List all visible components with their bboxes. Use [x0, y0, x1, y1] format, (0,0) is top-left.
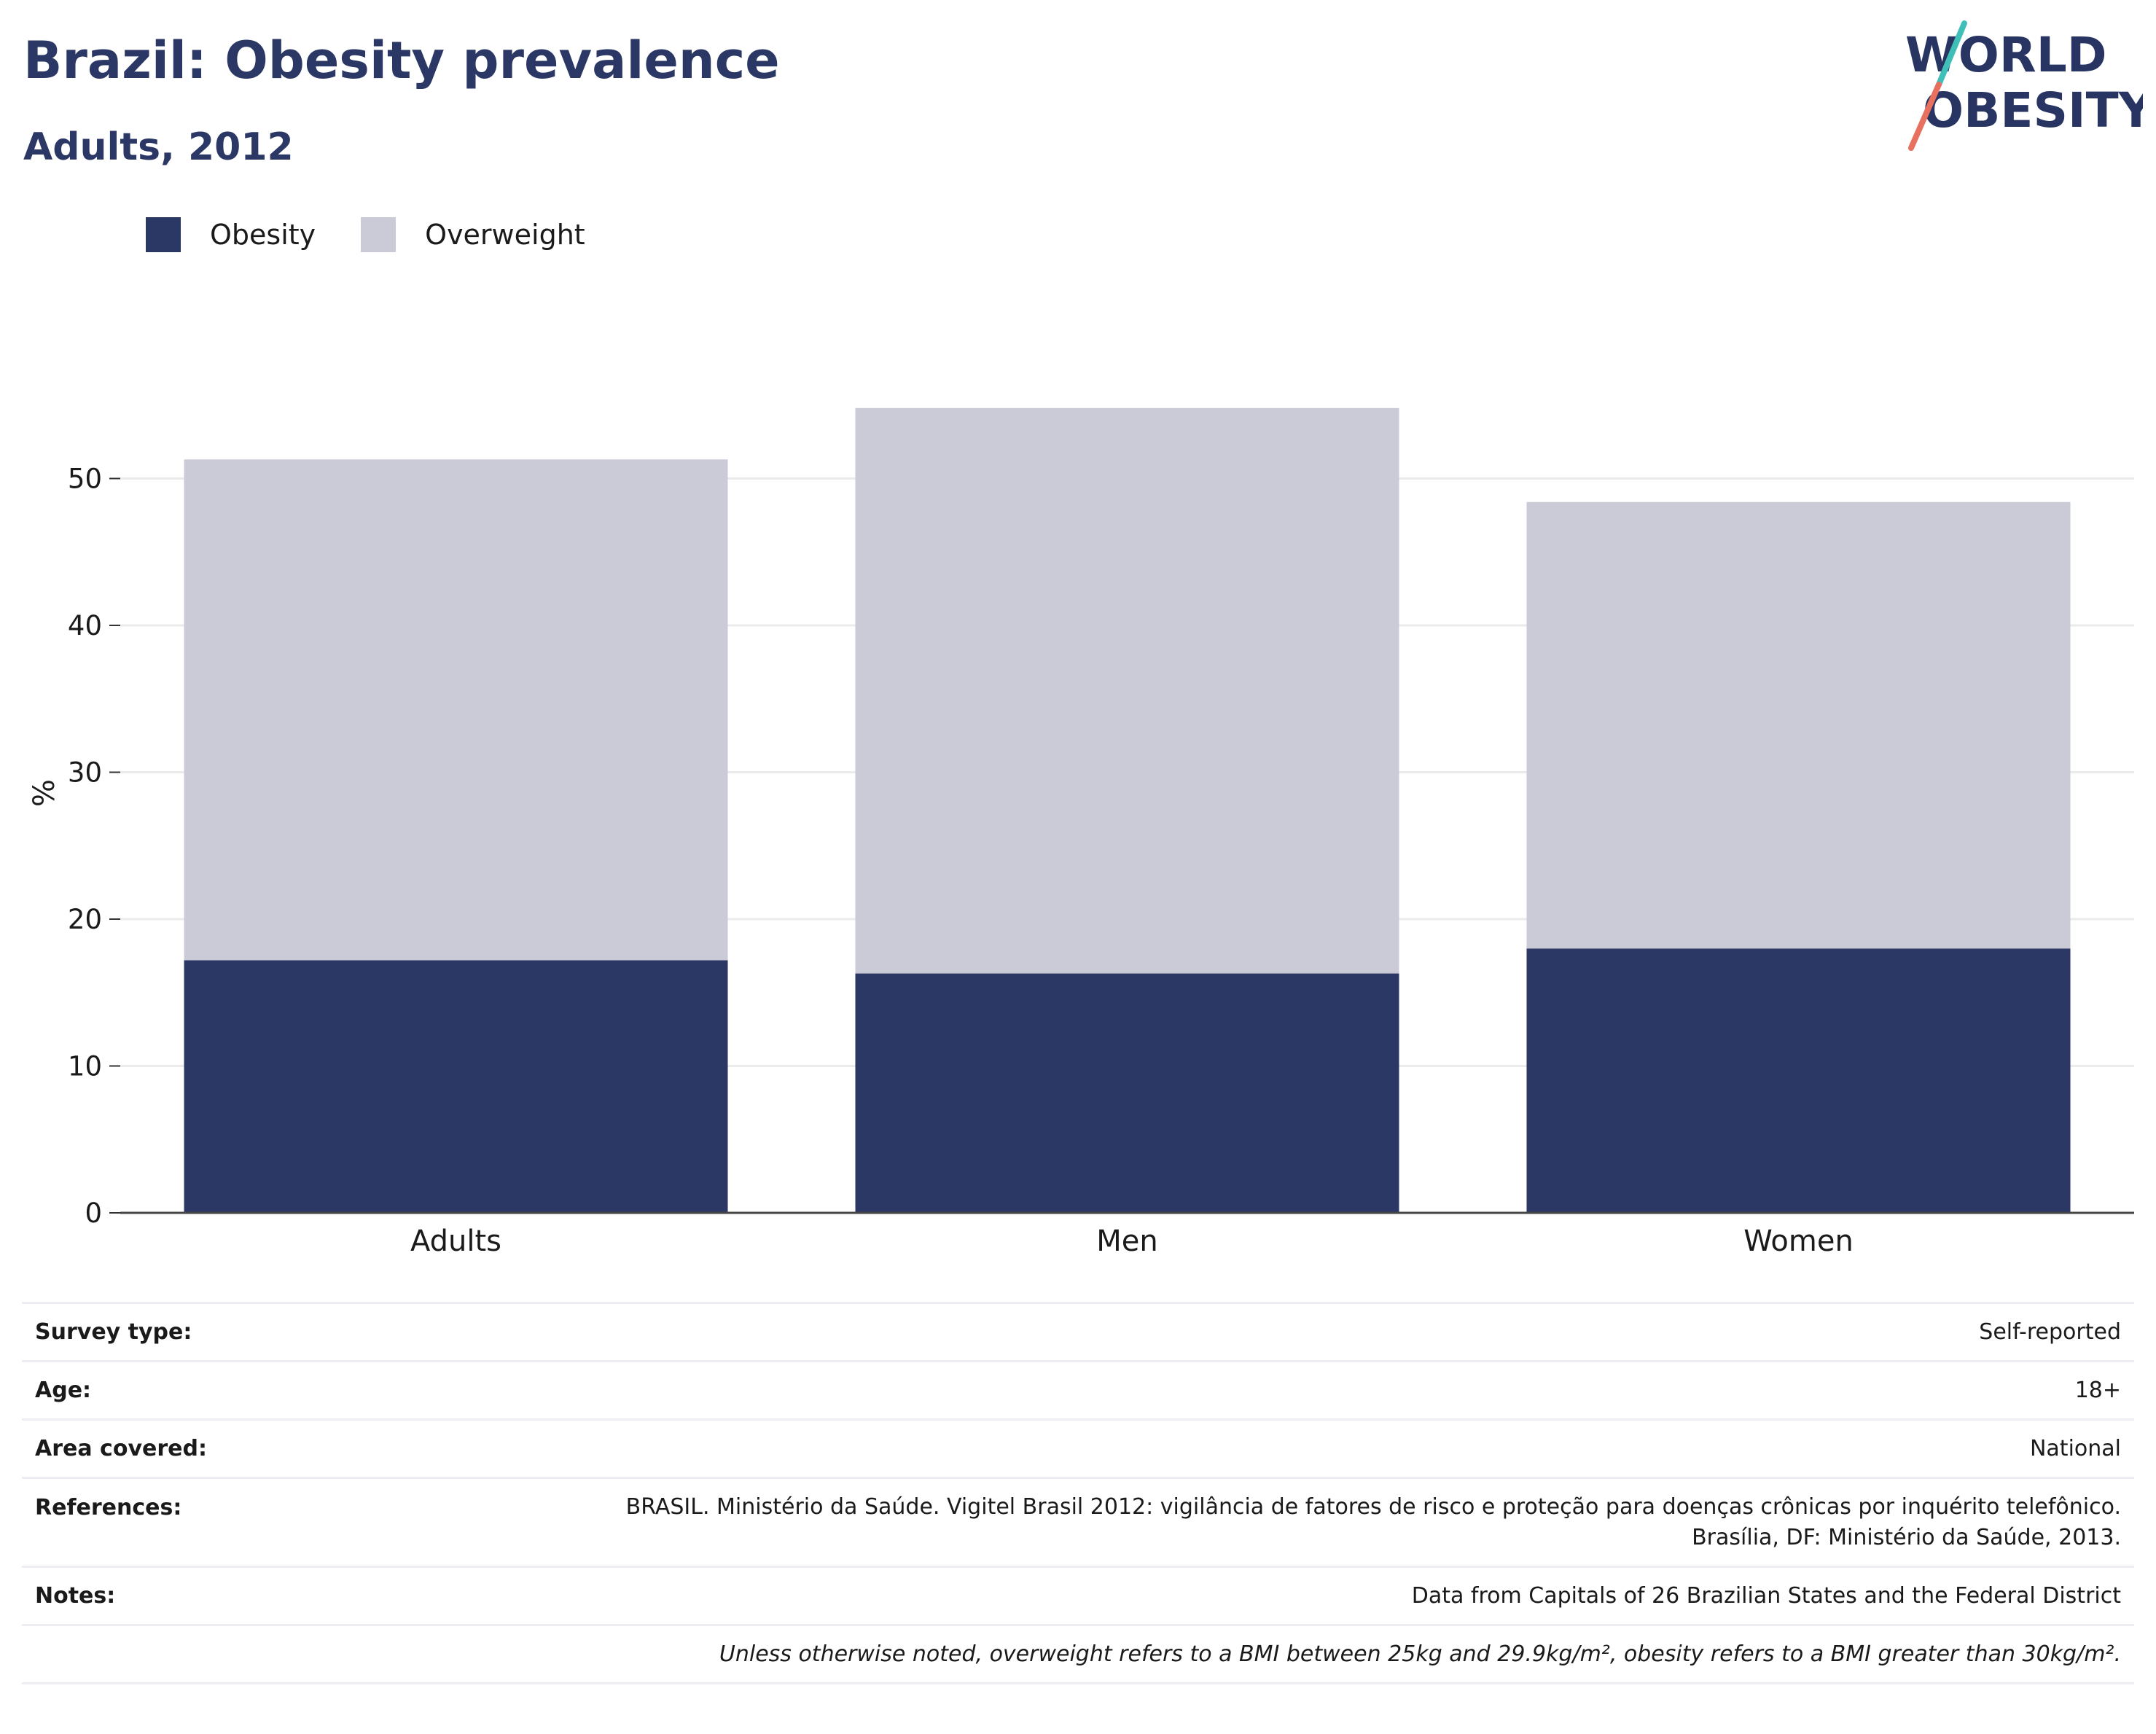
- x-tick-label-women: Women: [1743, 1225, 1854, 1258]
- bmi-footnote: Unless otherwise noted, overweight refer…: [340, 1624, 2134, 1684]
- survey-type-value: Self-reported: [340, 1302, 2134, 1362]
- bar-overweight-men[interactable]: [855, 407, 1399, 974]
- y-tick-label-50: 50: [68, 464, 102, 495]
- legend-item-obesity[interactable]: Obesity: [146, 217, 316, 252]
- chart-title: Brazil: Obesity prevalence: [23, 31, 780, 90]
- bars: [120, 407, 2134, 1214]
- legend-label-overweight: Overweight: [425, 219, 585, 251]
- bar-obesity-adults[interactable]: [184, 960, 728, 1213]
- info-row-age: Age: 18+: [22, 1360, 2134, 1420]
- y-tick-label-20: 20: [68, 904, 102, 935]
- y-axis-ticks: 0 10 20 30 40 50: [68, 464, 120, 1229]
- references-line2: Brasília, DF: Ministério da Saúde, 2013.: [1692, 1524, 2121, 1550]
- info-row-survey-type: Survey type: Self-reported: [22, 1302, 2134, 1362]
- bar-overweight-women[interactable]: [1526, 501, 2071, 949]
- x-axis-labels: Adults Men Women: [410, 1225, 1854, 1258]
- age-label: Age:: [22, 1360, 340, 1420]
- chart-subtitle: Adults, 2012: [23, 125, 294, 169]
- y-tick-label-40: 40: [68, 610, 102, 641]
- info-row-notes: Notes: Data from Capitals of 26 Brazilia…: [22, 1566, 2134, 1625]
- references-value: BRASIL. Ministério da Saúde. Vigitel Bra…: [340, 1477, 2134, 1567]
- y-tick-label-10: 10: [68, 1051, 102, 1082]
- chart-legend: Obesity Overweight: [146, 217, 630, 252]
- area-label: Area covered:: [22, 1418, 340, 1478]
- world-obesity-logo: WORLD OBESITY: [1905, 20, 2143, 151]
- logo-line1: WORLD: [1905, 27, 2107, 83]
- references-line1: BRASIL. Ministério da Saúde. Vigitel Bra…: [625, 1493, 2121, 1520]
- survey-type-label: Survey type:: [22, 1302, 340, 1362]
- bar-obesity-women[interactable]: [1526, 948, 2071, 1213]
- x-tick-label-men: Men: [1096, 1225, 1157, 1258]
- notes-label: Notes:: [22, 1566, 340, 1625]
- y-axis-label: %: [28, 779, 61, 807]
- legend-swatch-obesity: [146, 217, 181, 252]
- legend-label-obesity: Obesity: [210, 219, 316, 251]
- y-tick-label-30: 30: [68, 757, 102, 789]
- legend-swatch-overweight: [361, 217, 397, 252]
- y-tick-label-0: 0: [85, 1198, 102, 1229]
- x-tick-label-adults: Adults: [410, 1225, 501, 1258]
- info-row-footnote: Unless otherwise noted, overweight refer…: [22, 1624, 2134, 1684]
- info-row-references: References: BRASIL. Ministério da Saúde.…: [22, 1477, 2134, 1567]
- notes-value: Data from Capitals of 26 Brazilian State…: [340, 1566, 2134, 1625]
- survey-info-table: Survey type: Self-reported Age: 18+ Area…: [22, 1302, 2134, 1684]
- legend-item-overweight[interactable]: Overweight: [361, 217, 585, 252]
- logo-line2: OBESITY: [1923, 82, 2143, 138]
- age-value: 18+: [340, 1360, 2134, 1420]
- logo-slash-teal: [1936, 20, 1967, 87]
- bar-obesity-men[interactable]: [855, 973, 1399, 1213]
- bar-chart: 0 10 20 30 40 50 Adults Men Women %: [28, 407, 2134, 1258]
- area-value: National: [340, 1418, 2134, 1478]
- info-row-area: Area covered: National: [22, 1418, 2134, 1478]
- bar-overweight-adults[interactable]: [184, 459, 728, 961]
- logo-slash-coral: [1908, 82, 1942, 151]
- references-label: References:: [22, 1477, 340, 1567]
